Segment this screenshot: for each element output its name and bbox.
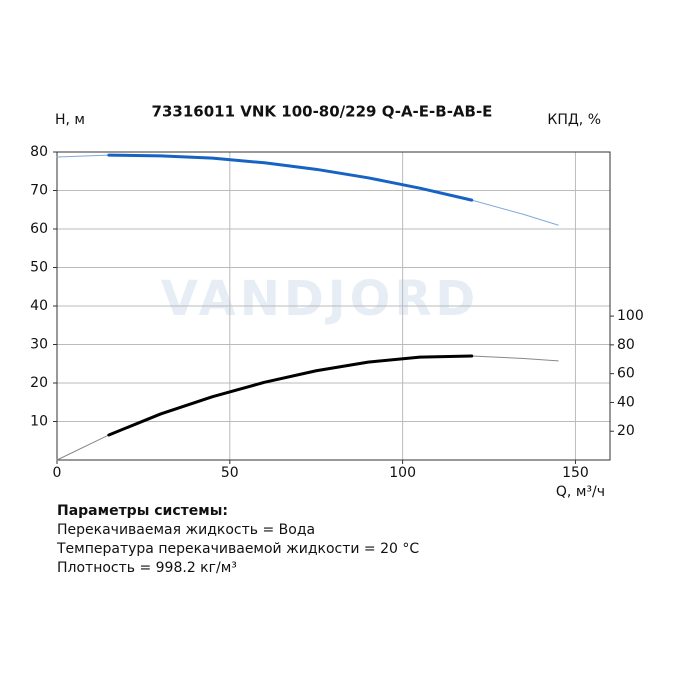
y-tick-label: 40 [30, 298, 48, 314]
y-tick-label: 30 [30, 337, 48, 353]
y2-axis-label: КПД, % [547, 112, 601, 128]
plot-frame [56, 151, 611, 461]
watermark: VANDJORD [161, 271, 480, 327]
y-tick-label: 50 [30, 260, 48, 276]
x-tick-label: 50 [221, 465, 239, 481]
x-tick-label: 150 [562, 465, 589, 481]
x-tick-label: 100 [389, 465, 416, 481]
y-tick-label: 20 [30, 375, 48, 391]
y-axis-label: H, м [55, 112, 85, 128]
x-axis-label: Q, м³/ч [556, 484, 605, 500]
curve [107, 354, 474, 437]
y2-tick-label: 20 [617, 423, 635, 439]
params-heading: Параметры системы: [57, 503, 228, 519]
y2-tick-label: 80 [617, 337, 635, 353]
x-tick-label: 0 [53, 465, 62, 481]
y2-tick-label: 40 [617, 394, 635, 410]
y2-tick-label: 100 [617, 308, 644, 324]
params-line: Плотность = 998.2 кг/м³ [57, 560, 237, 576]
params-line: Перекачиваемая жидкость = Вода [57, 522, 315, 538]
y-tick-label: 70 [30, 183, 48, 199]
params-line: Температура перекачиваемой жидкости = 20… [56, 541, 419, 557]
curve [107, 153, 474, 202]
y2-tick-label: 60 [617, 366, 635, 382]
y-tick-label: 10 [30, 414, 48, 430]
chart-title: 73316011 VNK 100-80/229 Q-A-E-B-AB-E [152, 103, 493, 121]
y-tick-label: 60 [30, 221, 48, 237]
y-tick-label: 80 [30, 144, 48, 160]
